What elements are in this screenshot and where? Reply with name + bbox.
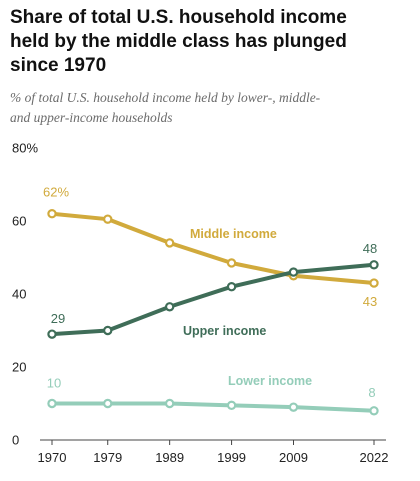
- lower-income-start-label: 10: [47, 376, 61, 391]
- upper-income-point: [369, 260, 379, 270]
- chart-subtitle-line-2: and upper-income households: [10, 110, 173, 125]
- x-tick-label: 1989: [155, 450, 184, 465]
- middle-income-series-label: Middle income: [190, 227, 277, 241]
- chart-title-line-2: held by the middle class has plunged: [10, 31, 347, 52]
- x-tick-label: 2022: [360, 450, 389, 465]
- upper-income-point: [164, 302, 175, 312]
- middle-income-line: [50, 211, 376, 286]
- x-tick-label: 2009: [279, 450, 308, 465]
- lower-income-point: [47, 398, 57, 409]
- middle-income-point: [226, 258, 237, 268]
- middle-income-start-label: 62%: [43, 185, 69, 200]
- upper-income-point: [226, 282, 237, 292]
- lower-income-point: [288, 402, 299, 412]
- middle-income-point: [47, 208, 57, 219]
- y-tick-label: 80%: [12, 141, 38, 156]
- lower-income-point: [369, 406, 379, 416]
- middle-income-point: [164, 238, 175, 248]
- upper-income-point: [103, 325, 113, 336]
- x-tick-label: 1970: [38, 450, 67, 465]
- chart-subtitle-line-1: % of total U.S. household income held by…: [10, 90, 321, 105]
- upper-income-line: [50, 262, 376, 337]
- chart-title-line-3: since 1970: [10, 55, 107, 76]
- upper-income-start-label: 29: [51, 311, 65, 326]
- upper-income-point: [47, 329, 57, 339]
- middle-income-point: [369, 278, 379, 288]
- lower-income-point: [226, 400, 237, 411]
- chart-title-line-1: Share of total U.S. household income: [10, 7, 347, 28]
- lower-income-end-label: 8: [368, 385, 375, 400]
- lower-income-line: [50, 401, 376, 413]
- y-tick-label: 0: [12, 433, 19, 448]
- middle-income-end-label: 43: [363, 294, 377, 309]
- lower-income-point: [103, 398, 113, 409]
- chart-title: Share of total U.S. household income hel…: [10, 6, 410, 78]
- y-tick-label: 20: [12, 360, 26, 375]
- upper-income-series-label: Upper income: [183, 324, 266, 338]
- x-tick-label: 1999: [217, 450, 246, 465]
- y-tick-label: 60: [12, 214, 26, 229]
- upper-income-point: [288, 267, 299, 277]
- upper-income-end-label: 48: [363, 241, 377, 256]
- lower-income-point: [164, 398, 175, 409]
- y-tick-label: 40: [12, 287, 26, 302]
- x-tick-label: 1979: [93, 450, 122, 465]
- lower-income-series-label: Lower income: [228, 374, 312, 388]
- chart-subtitle: % of total U.S. household income held by…: [10, 88, 410, 128]
- middle-income-point: [103, 214, 113, 224]
